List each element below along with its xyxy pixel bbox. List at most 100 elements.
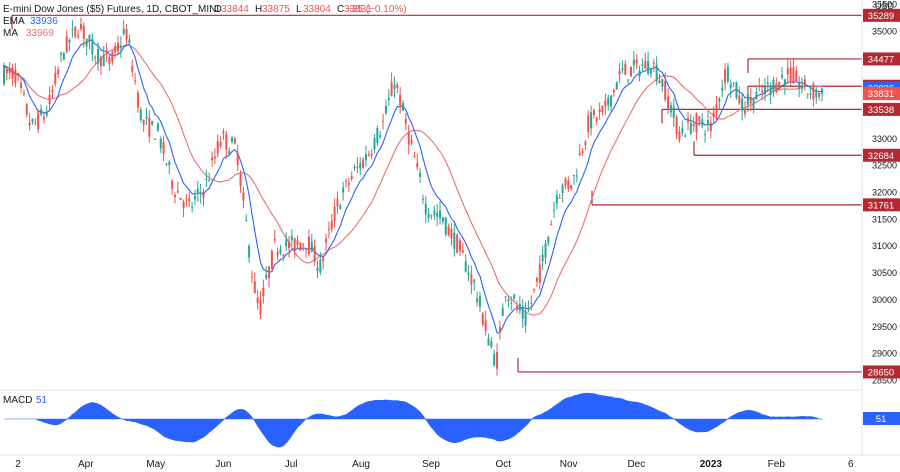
ema-line: [3, 39, 823, 334]
candle-body: [367, 154, 370, 156]
candle-body: [746, 94, 749, 105]
candle-body: [88, 34, 91, 41]
ohlc-key: H: [255, 4, 262, 15]
candle-body: [327, 229, 330, 231]
candle-body: [806, 93, 809, 95]
candle-body: [25, 104, 28, 115]
candle-body: [20, 83, 23, 89]
candle-body: [632, 59, 635, 66]
candle-body: [188, 198, 191, 202]
candle-body: [744, 108, 746, 114]
candle-body: [213, 156, 216, 159]
candle-body: [273, 238, 276, 241]
ohlc-key: C: [337, 4, 344, 15]
candle-body: [156, 123, 159, 131]
candle-body: [82, 25, 85, 40]
candle-body: [225, 134, 228, 150]
candle-body: [655, 64, 658, 82]
candle-body: [809, 93, 812, 95]
candle-body: [330, 220, 333, 230]
candle-body: [818, 92, 821, 97]
candle-body: [262, 287, 265, 297]
candle-body: [701, 119, 704, 126]
level-tag: [863, 8, 900, 22]
candle-body: [376, 128, 379, 144]
time-tick-label: Apr: [78, 459, 94, 470]
level-tag: [863, 148, 900, 162]
time-tick-label: Sep: [422, 459, 440, 470]
candle-body: [732, 82, 735, 84]
candle-body: [530, 302, 533, 304]
candle-body: [119, 45, 122, 49]
candle-body: [28, 122, 31, 126]
candle-body: [253, 281, 256, 294]
candle-body: [635, 59, 638, 64]
candle-body: [461, 250, 464, 253]
candle-body: [601, 105, 604, 113]
candle-body: [789, 67, 792, 81]
candle-body: [168, 161, 171, 166]
level-tag: [863, 198, 900, 212]
candle-body: [558, 197, 561, 199]
candle-body: [550, 224, 553, 226]
candle-body: [778, 81, 781, 90]
candle-body: [108, 56, 111, 64]
time-tick-label: Aug: [352, 459, 370, 470]
candle-body: [815, 90, 818, 98]
candle-body: [430, 215, 433, 217]
candle-body: [627, 79, 630, 81]
time-tick-label: 6: [848, 459, 854, 470]
candle-body: [470, 274, 473, 285]
candle-body: [276, 251, 279, 256]
candle-body: [496, 352, 499, 369]
candle-body: [117, 43, 119, 52]
candle-body: [712, 112, 715, 117]
level-tag-label: 35289: [868, 11, 894, 22]
candle-body: [755, 92, 758, 100]
candle-body: [396, 84, 399, 89]
candle-body: [356, 166, 359, 168]
candle-body: [641, 64, 644, 67]
candle-body: [681, 128, 684, 133]
candle-body: [453, 232, 456, 250]
candle-body: [236, 152, 239, 166]
candle-body: [362, 159, 365, 168]
candle-body: [11, 67, 14, 80]
candle-body: [575, 175, 578, 177]
candle-body: [91, 38, 94, 55]
candle-body: [573, 175, 575, 177]
candle-body: [604, 100, 607, 107]
candle-body: [766, 82, 769, 84]
candle-body: [481, 313, 484, 325]
candle-body: [490, 341, 493, 347]
candle-body: [211, 157, 214, 161]
candle-body: [384, 106, 387, 114]
candle-body: [37, 112, 40, 130]
candle-body: [174, 195, 176, 197]
candle-body: [664, 81, 667, 100]
ohlc-key: O: [214, 4, 222, 15]
candle-body: [347, 183, 350, 185]
candle-body: [504, 296, 507, 298]
candle-body: [299, 242, 302, 251]
candle-body: [564, 178, 567, 186]
candle-body: [456, 234, 459, 253]
candle-body: [544, 243, 547, 258]
candle-body: [615, 82, 618, 90]
candle-body: [587, 115, 590, 132]
candle-body: [322, 257, 325, 261]
candle-body: [364, 154, 367, 161]
candle-body: [285, 239, 288, 247]
candle-body: [567, 180, 570, 189]
level-tag: [863, 102, 900, 116]
candle-body: [792, 67, 795, 83]
candle-body: [410, 140, 413, 144]
macd-value: 51: [36, 395, 48, 406]
candle-body: [803, 79, 806, 86]
price-tick-label: 29500: [872, 322, 897, 332]
candle-body: [196, 189, 199, 193]
candle-body: [433, 210, 436, 215]
candle-body: [268, 266, 271, 279]
price-tick-label: 31000: [872, 241, 897, 251]
